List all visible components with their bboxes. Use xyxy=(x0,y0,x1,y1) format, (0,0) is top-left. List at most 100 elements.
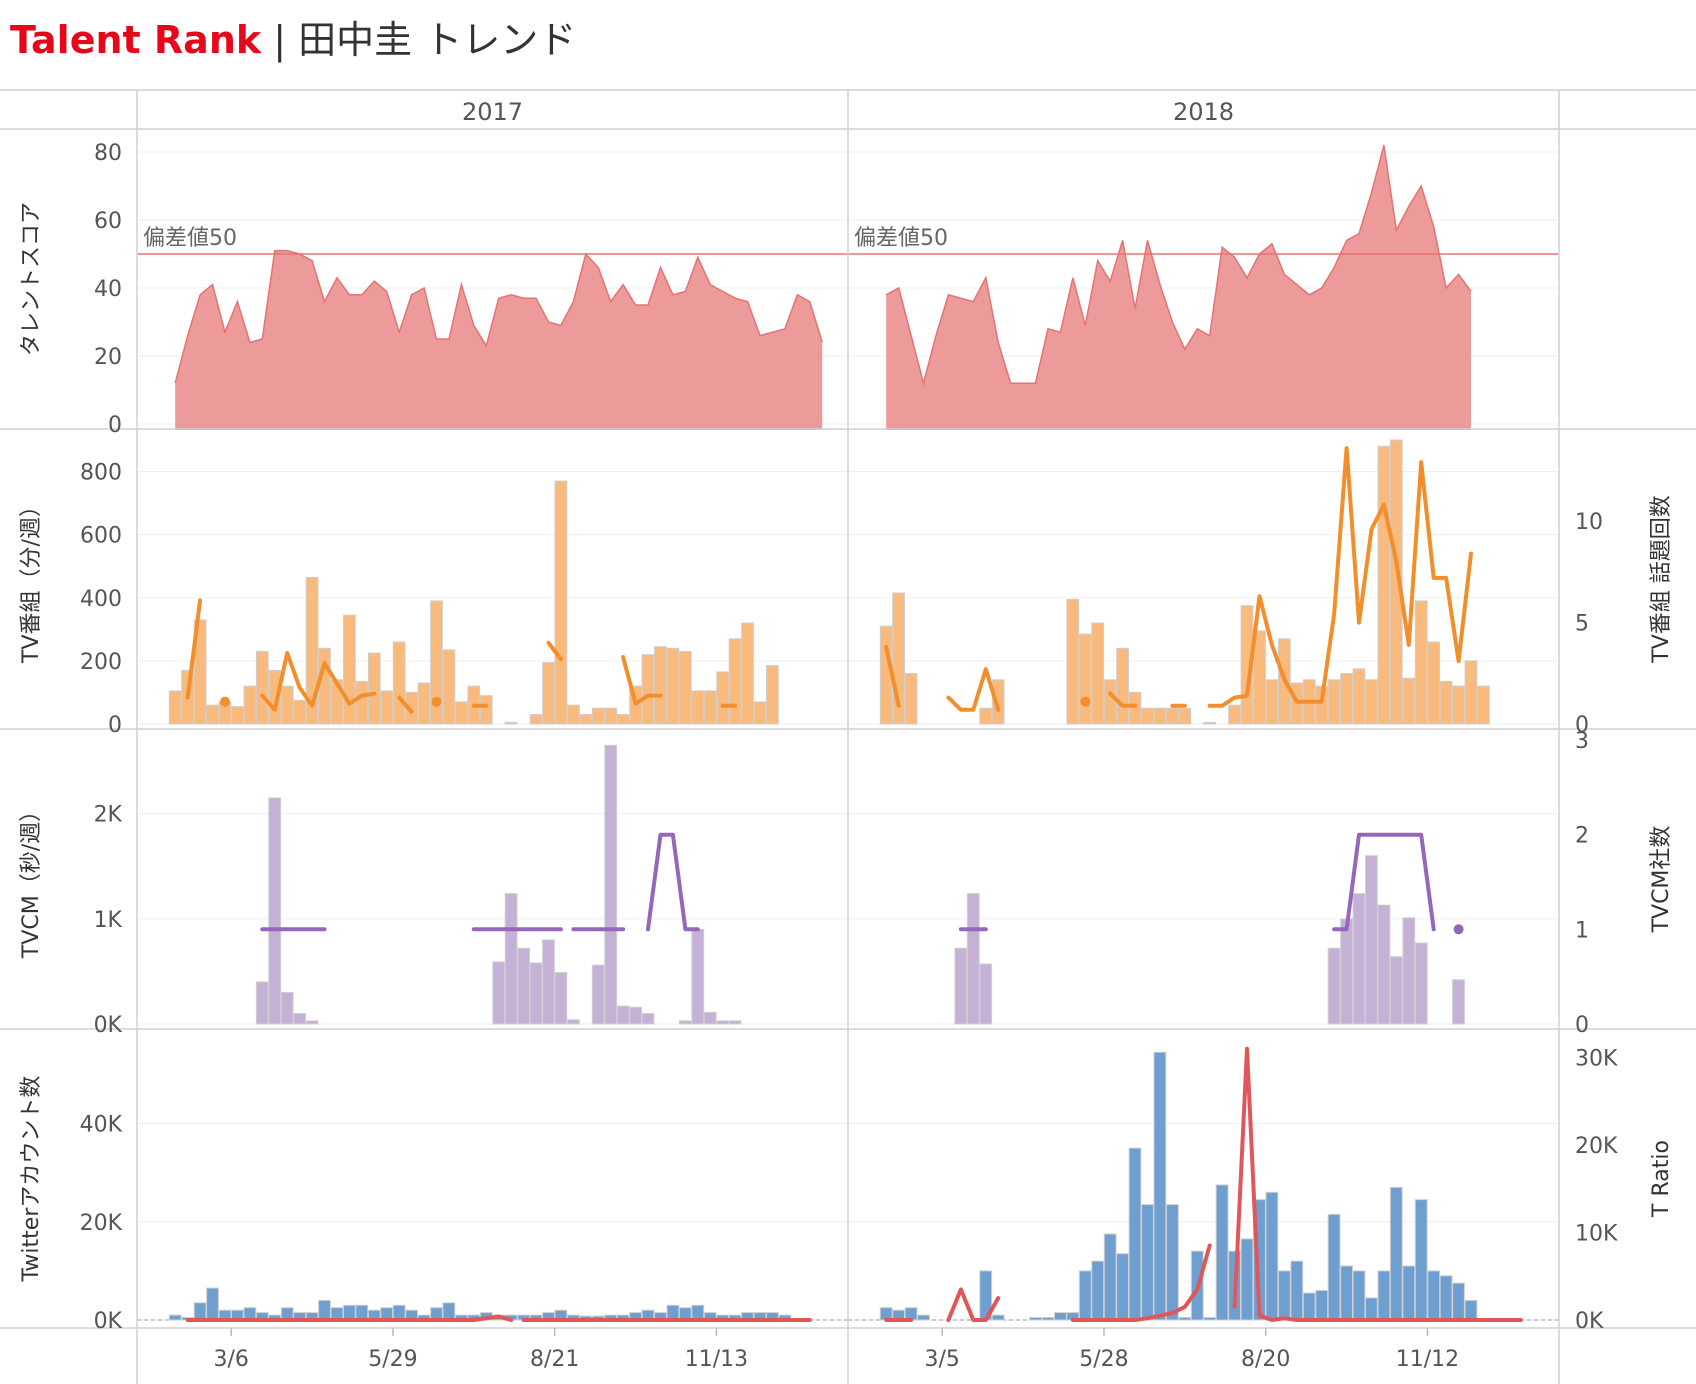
tvcm-bar xyxy=(255,981,269,1025)
tvcm-bar xyxy=(728,1020,742,1025)
y-right-tick-label: 30K xyxy=(1575,1047,1618,1072)
tv-bar xyxy=(1365,679,1378,725)
tv-bar xyxy=(904,673,918,725)
y-tick-label: 80 xyxy=(94,141,122,166)
tv-bar xyxy=(1103,679,1117,725)
y-right-tick-label: 10 xyxy=(1575,510,1603,535)
frame-layer xyxy=(0,89,1696,1384)
y-tick-label: 800 xyxy=(80,461,122,486)
y-tick-label: 1K xyxy=(94,908,123,933)
tv-bar xyxy=(293,699,307,725)
twitter-bar xyxy=(1240,1238,1254,1321)
x-tick-label: 5/28 xyxy=(1079,1347,1128,1372)
tvcm-bar xyxy=(1365,855,1378,1025)
tv-bar xyxy=(405,691,419,725)
tv-topic-line xyxy=(1207,446,1473,708)
tratio-line xyxy=(946,1287,1001,1322)
tv-bar xyxy=(616,714,630,725)
reference-line-label: 偏差値50 xyxy=(854,226,948,251)
twitter-bar xyxy=(1029,1317,1042,1321)
tv-bar xyxy=(753,701,767,725)
tvcm-bar xyxy=(641,1013,655,1025)
twitter-bar xyxy=(1352,1270,1366,1321)
twitter-bar xyxy=(168,1314,182,1321)
tv-bar xyxy=(280,685,294,725)
twitter-bar xyxy=(1439,1275,1453,1321)
tv-bar xyxy=(430,600,443,725)
tvcm-bar xyxy=(305,1020,319,1025)
tv-topic-line-point xyxy=(431,696,442,707)
page-title: Talent Rank | 田中圭 トレンド xyxy=(10,14,576,66)
tv-bar xyxy=(703,690,717,725)
tv-bar xyxy=(567,704,580,725)
y-right-tick-label: 0 xyxy=(1575,713,1589,738)
twitter-bar xyxy=(666,1304,680,1321)
tv-bar xyxy=(193,619,207,725)
y-tick-label: 60 xyxy=(94,209,122,234)
tvcm-bar xyxy=(1352,893,1366,1025)
twitter-bar xyxy=(1278,1270,1291,1321)
twitter-bar xyxy=(1215,1184,1229,1321)
twitter-bar xyxy=(1377,1270,1391,1321)
y-tick-label: 40 xyxy=(94,277,122,302)
y-right-tick-label: 10K xyxy=(1575,1222,1618,1247)
score-line-2018 xyxy=(885,145,1472,387)
x-tick-label: 11/13 xyxy=(685,1347,748,1372)
tvcm-bar xyxy=(492,961,506,1025)
tv-bar xyxy=(455,701,468,725)
twitter-bar xyxy=(1103,1233,1117,1321)
tv-bar xyxy=(1327,679,1341,725)
y-tick-label: 200 xyxy=(80,650,122,675)
tv-bar xyxy=(380,690,394,725)
twitter-bar xyxy=(1116,1253,1129,1321)
y-tick-label: 20K xyxy=(80,1211,123,1236)
tv-bar xyxy=(1402,677,1416,725)
twitter-bar xyxy=(1265,1191,1279,1321)
y-tick-label: 0K xyxy=(94,1309,123,1334)
tv-bar xyxy=(1128,691,1142,725)
tv-bar xyxy=(716,671,730,725)
twitter-bar xyxy=(1452,1282,1465,1321)
tv-bar xyxy=(1352,668,1366,725)
tv-bar xyxy=(305,576,319,725)
data-layer xyxy=(137,145,1559,1322)
twitter-bar xyxy=(343,1304,356,1321)
tv-bar xyxy=(367,652,381,725)
tv-bar xyxy=(206,704,219,725)
tv-bar xyxy=(255,650,269,725)
tv-bar xyxy=(529,714,543,725)
tv-bar xyxy=(318,647,331,725)
y-axis-label-tv-right: TV番組 話題回数 xyxy=(1649,495,1674,663)
tratio-line xyxy=(1232,1046,1523,1322)
tvcm-bar xyxy=(1340,918,1353,1025)
tvcm-company-line xyxy=(1332,832,1436,932)
tvcm-bar xyxy=(591,964,605,1025)
y-tick-label: 600 xyxy=(80,524,122,549)
tv-topic-line-point xyxy=(220,696,230,707)
title-suffix: トレンド xyxy=(424,18,577,62)
tv-bar xyxy=(1377,445,1391,725)
tv-topic-line xyxy=(397,695,414,714)
twitter-bar xyxy=(1340,1265,1353,1321)
tv-bar xyxy=(442,649,456,725)
tv-bar xyxy=(268,669,282,725)
tv-bar xyxy=(1203,721,1217,725)
y-right-tick-label: 20K xyxy=(1575,1134,1618,1159)
tv-bar xyxy=(1166,707,1179,725)
tv-bar xyxy=(654,646,667,725)
tv-bar xyxy=(243,685,257,725)
tvcm-bar xyxy=(280,991,294,1025)
twitter-bar xyxy=(1091,1260,1105,1321)
y-tick-label: 0K xyxy=(94,1013,123,1038)
tvcm-bar xyxy=(542,939,555,1025)
tratio-line xyxy=(185,1314,514,1322)
twitter-bar xyxy=(1153,1051,1167,1321)
y-tick-label: 400 xyxy=(80,587,122,612)
tv-bar xyxy=(991,679,1005,725)
tv-bar xyxy=(392,641,406,725)
score-line-2017 xyxy=(174,249,823,384)
tv-topic-line xyxy=(185,598,203,700)
tv-bar xyxy=(542,662,555,725)
tv-bar xyxy=(1452,685,1465,725)
